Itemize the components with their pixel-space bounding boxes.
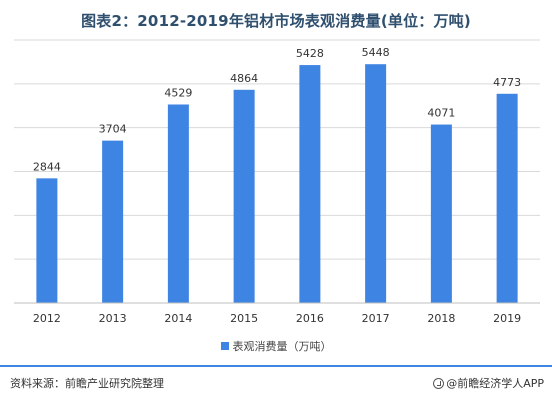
brand-text: @前瞻经济学人APP (446, 377, 544, 390)
brand-logo-icon (433, 377, 445, 389)
data-label: 5448 (362, 46, 390, 59)
data-label: 4529 (164, 86, 192, 99)
x-tick-label: 2013 (99, 312, 127, 325)
x-tick-label: 2017 (362, 312, 390, 325)
bar (496, 93, 518, 303)
x-tick-label: 2012 (33, 312, 61, 325)
legend-swatch (220, 342, 229, 350)
data-label: 3704 (99, 123, 127, 136)
x-tick-label: 2019 (493, 312, 521, 325)
x-tick-label: 2015 (230, 312, 258, 325)
bar (430, 124, 452, 303)
bar (233, 89, 255, 303)
data-label: 4071 (427, 107, 455, 120)
bar (102, 140, 124, 303)
x-axis-tick-labels: 2012 2013 2014 2015 2016 2017 2018 2019 (33, 312, 521, 325)
brand-credit: @前瞻经济学人APP (433, 375, 544, 391)
data-label: 5428 (296, 47, 324, 60)
data-labels: 2844 3704 4529 4864 5428 5448 4071 4773 (33, 46, 521, 173)
legend: 表观消费量（万吨） (0, 338, 552, 354)
data-label: 2844 (33, 160, 61, 173)
gridlines (14, 39, 540, 260)
chart-title: 图表2：2012-2019年铝材市场表观消费量(单位：万吨) (81, 12, 471, 30)
x-tick-label: 2014 (164, 312, 192, 325)
bar (36, 178, 58, 303)
legend-label: 表观消费量（万吨） (232, 340, 332, 353)
data-label: 4864 (230, 72, 258, 85)
data-label: 4773 (493, 76, 521, 89)
bar (299, 65, 321, 304)
bars (36, 64, 518, 304)
x-tick-label: 2016 (296, 312, 324, 325)
bar (365, 64, 387, 303)
bar (167, 104, 189, 303)
source-note: 资料来源：前瞻产业研究院整理 (10, 377, 164, 390)
x-tick-label: 2018 (427, 312, 455, 325)
footer-divider (0, 365, 552, 367)
